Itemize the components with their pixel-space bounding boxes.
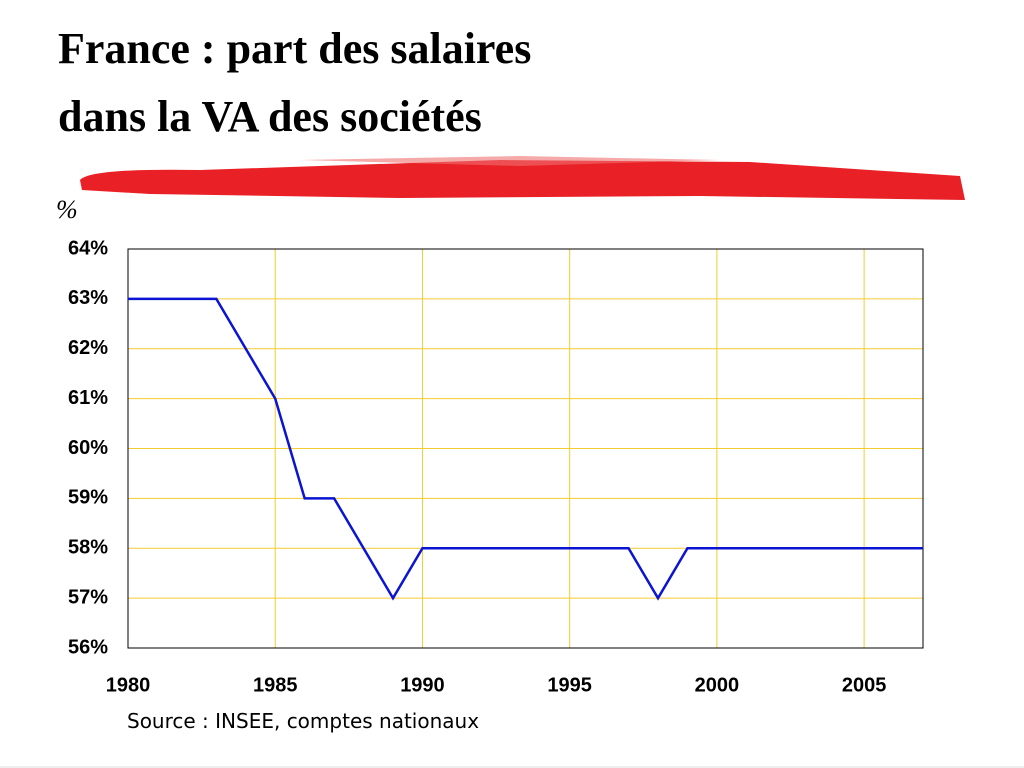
x-tick-label: 1985 xyxy=(253,674,298,696)
brush-stroke xyxy=(80,160,965,200)
plot-frame xyxy=(127,248,924,649)
y-tick-label: 58% xyxy=(68,537,108,559)
source: Source : INSEE, comptes nationaux xyxy=(127,709,479,733)
y-tick-label: 57% xyxy=(68,586,108,608)
brush-stroke xyxy=(300,156,720,166)
y-tick-label: 63% xyxy=(68,287,108,309)
y-tick-label: 62% xyxy=(68,337,108,359)
data-line xyxy=(128,297,923,601)
title-line: France : part des salaires xyxy=(58,24,531,73)
x-tick-label: 1990 xyxy=(400,674,445,696)
x-tick-label: 1980 xyxy=(106,674,151,696)
x-tick-label: 2005 xyxy=(842,674,887,696)
y-tick-label: 60% xyxy=(68,437,108,459)
plot: 56% 57% 58% 59% 60% 61% 62% 63% 64% 1980 1985 1990 1… xyxy=(68,237,924,696)
x-tick-label: 1995 xyxy=(547,674,592,696)
y-tick-label: 64% xyxy=(68,237,108,259)
y-tick-label: 61% xyxy=(68,387,108,409)
y-unit: % xyxy=(56,195,78,224)
title-line: dans la VA des sociétés xyxy=(58,92,482,141)
y-tick-label: 59% xyxy=(68,487,108,509)
x-tick-label: 2000 xyxy=(695,674,740,696)
y-tick-label: 56% xyxy=(68,636,108,658)
